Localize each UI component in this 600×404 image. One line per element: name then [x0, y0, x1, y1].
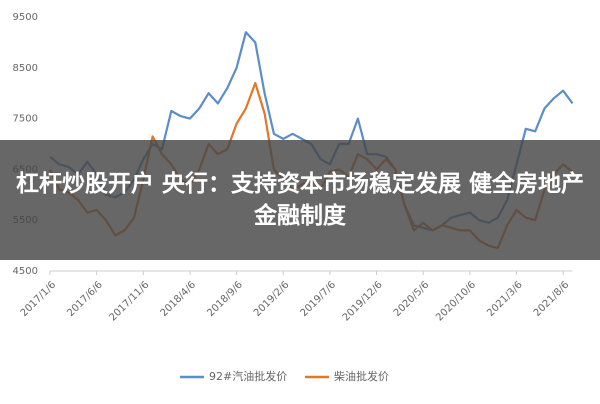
x-tick-label: 2019/12/6 — [341, 279, 385, 323]
legend-label: 92#汽油批发价 — [209, 369, 287, 383]
x-tick-label: 2019/7/6 — [299, 279, 339, 319]
x-tick-label: 2018/9/6 — [205, 279, 245, 319]
legend-label: 柴油批发价 — [334, 369, 389, 383]
x-tick-label: 2018/4/6 — [159, 279, 199, 319]
y-tick-label: 8500 — [13, 63, 38, 74]
x-tick-label: 2021/8/6 — [532, 279, 572, 319]
x-tick-label: 2019/2/6 — [252, 279, 292, 319]
y-tick-label: 7500 — [13, 114, 38, 125]
y-tick-label: 4500 — [13, 266, 38, 277]
banner: 杠杆炒股开户 央行：支持资本市场稳定发展 健全房地产金融制度 — [0, 140, 600, 260]
x-tick-label: 2017/1/6 — [19, 279, 59, 319]
headline: 杠杆炒股开户 央行：支持资本市场稳定发展 健全房地产金融制度 — [15, 171, 584, 229]
x-tick-label: 2020/10/6 — [434, 279, 478, 323]
x-tick-label: 2021/3/6 — [485, 279, 525, 319]
x-tick-label: 2020/5/6 — [392, 279, 432, 319]
x-tick-label: 2017/6/6 — [65, 279, 105, 319]
x-tick-label: 2017/11/6 — [108, 279, 152, 323]
y-tick-label: 9500 — [13, 12, 38, 23]
